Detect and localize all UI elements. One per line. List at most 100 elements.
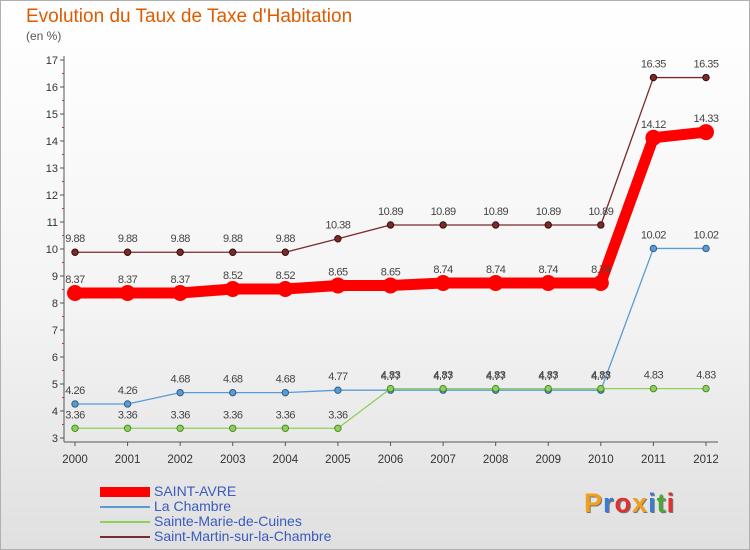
data-point-2: [334, 424, 342, 432]
data-label-2: 3.36: [223, 409, 243, 421]
data-label-2: 3.36: [65, 409, 85, 421]
data-point-3: [71, 248, 79, 256]
data-point-1: [123, 400, 132, 408]
data-label-1: 4.77: [539, 371, 559, 383]
data-label-3: 9.88: [170, 233, 190, 245]
x-tick-label: 2003: [220, 454, 246, 466]
data-point-0: [382, 277, 399, 294]
data-point-3: [491, 221, 500, 229]
data-point-0: [645, 129, 662, 146]
data-label-2: 3.36: [276, 409, 296, 421]
data-label-0: 8.37: [118, 274, 138, 286]
data-point-2: [597, 384, 605, 393]
data-label-0: 8.65: [381, 266, 401, 278]
y-tick-label: 10: [46, 244, 58, 256]
data-point-3: [386, 221, 395, 229]
x-tick-label: 2012: [693, 454, 719, 466]
logo-letter: r: [603, 488, 615, 518]
data-label-0: 8.74: [433, 264, 453, 276]
data-label-0: 8.74: [486, 264, 506, 276]
data-label-3: 9.88: [223, 233, 243, 245]
x-tick-label: 2004: [273, 454, 299, 466]
data-label-2: 4.83: [433, 370, 453, 382]
x-tick-label: 2005: [325, 454, 351, 466]
data-point-2: [71, 424, 79, 432]
data-point-1: [649, 244, 658, 253]
legend-item: Saint-Martin-sur-la-Chambre: [100, 528, 400, 545]
data-label-3: 16.35: [641, 59, 666, 71]
x-tick-label: 2001: [115, 454, 141, 466]
data-label-3: 9.88: [118, 233, 138, 245]
data-point-0: [224, 280, 241, 297]
y-tick-label: 6: [52, 352, 58, 364]
data-label-3: 16.35: [693, 59, 718, 71]
data-point-0: [435, 275, 452, 292]
data-label-2: 4.83: [486, 370, 506, 382]
legend-label: SAINT-AVRE: [154, 483, 237, 499]
data-point-2: [176, 424, 184, 432]
data-point-0: [119, 285, 136, 302]
legend-swatch: [100, 536, 150, 538]
y-tick-label: 12: [46, 190, 58, 202]
data-label-1: 4.26: [118, 385, 138, 397]
data-point-3: [439, 221, 447, 229]
y-tick-label: 8: [52, 298, 58, 310]
data-label-0: 8.52: [223, 270, 243, 282]
y-tick-label: 4: [52, 406, 58, 418]
legend-label: La Chambre: [154, 498, 232, 514]
data-point-0: [540, 275, 557, 292]
legend-label: Saint-Martin-sur-la-Chambre: [154, 528, 332, 544]
legend-item: La Chambre: [100, 498, 400, 515]
x-tick-label: 2011: [641, 454, 666, 466]
data-label-0: 8.74: [539, 264, 559, 276]
data-label-1: 4.77: [591, 371, 611, 383]
data-point-1: [702, 244, 710, 253]
data-point-2: [386, 384, 395, 393]
data-label-1: 10.02: [693, 229, 718, 241]
logo-letter: x: [632, 488, 649, 518]
data-label-2: 3.36: [170, 409, 190, 421]
x-tick-label: 2000: [62, 454, 88, 466]
data-label-2: 4.83: [591, 370, 611, 382]
data-point-1: [176, 388, 184, 397]
data-point-2: [229, 424, 237, 432]
data-label-0: 8.65: [328, 266, 348, 278]
data-point-0: [172, 285, 189, 302]
y-tick-label: 15: [46, 109, 58, 121]
data-point-2: [544, 384, 552, 393]
data-point-1: [334, 386, 342, 394]
data-point-0: [277, 280, 294, 297]
data-label-3: 10.89: [378, 206, 403, 218]
y-tick-label: 9: [52, 271, 58, 283]
data-point-2: [281, 424, 290, 432]
legend-item: SAINT-AVRE: [100, 483, 400, 500]
data-point-3: [544, 221, 552, 229]
x-tick-label: 2002: [167, 454, 193, 466]
y-tick-label: 3: [52, 433, 58, 445]
data-label-0: 14.33: [693, 113, 718, 125]
data-point-3: [649, 73, 658, 82]
logo-letter: t: [656, 488, 667, 518]
y-tick-label: 11: [47, 217, 58, 229]
y-tick-label: 17: [46, 55, 58, 67]
data-point-2: [123, 424, 132, 432]
legend-label: Sainte-Marie-de-Cuines: [154, 513, 302, 529]
data-label-0: 8.52: [276, 270, 296, 282]
data-point-3: [702, 73, 710, 82]
y-tick-label: 16: [46, 82, 58, 94]
data-label-3: 9.88: [276, 233, 296, 245]
data-label-2: 3.36: [328, 409, 348, 421]
data-label-1: 4.77: [381, 371, 401, 383]
data-label-1: 4.77: [433, 371, 453, 383]
data-label-1: 4.77: [486, 371, 506, 383]
data-label-1: 10.02: [641, 229, 666, 241]
data-label-1: 4.26: [65, 385, 85, 397]
data-label-3: 9.88: [65, 233, 85, 245]
legend-swatch: [100, 506, 150, 508]
data-label-0: 8.37: [170, 274, 190, 286]
data-label-0: 8.74: [591, 264, 611, 276]
legend-swatch: [100, 487, 150, 497]
data-point-1: [229, 388, 237, 397]
legend-swatch: [100, 521, 150, 523]
